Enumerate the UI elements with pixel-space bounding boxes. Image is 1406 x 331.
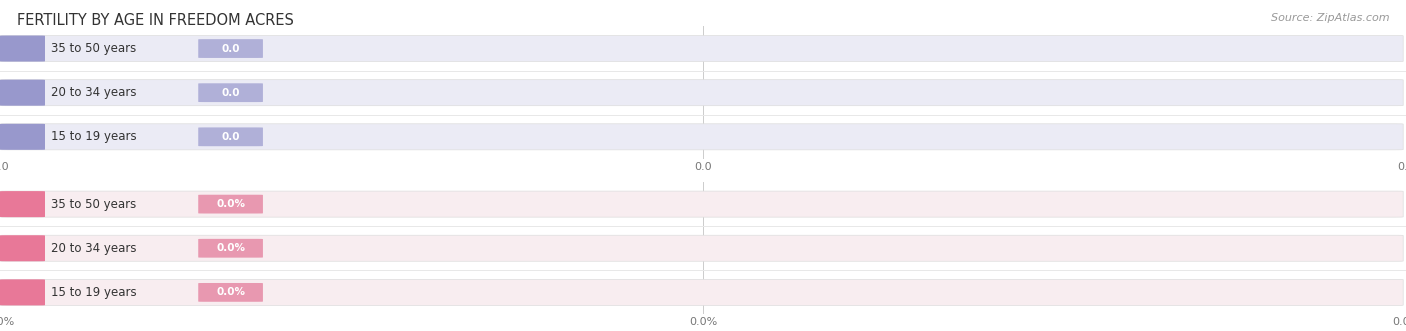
FancyBboxPatch shape <box>0 35 45 62</box>
Text: 35 to 50 years: 35 to 50 years <box>51 198 136 211</box>
FancyBboxPatch shape <box>0 235 45 261</box>
FancyBboxPatch shape <box>0 35 1403 62</box>
Text: FERTILITY BY AGE IN FREEDOM ACRES: FERTILITY BY AGE IN FREEDOM ACRES <box>17 13 294 28</box>
Text: 35 to 50 years: 35 to 50 years <box>51 42 136 55</box>
Text: 0.0: 0.0 <box>221 88 240 98</box>
Text: 15 to 19 years: 15 to 19 years <box>51 130 136 143</box>
Text: 20 to 34 years: 20 to 34 years <box>51 242 136 255</box>
Text: 15 to 19 years: 15 to 19 years <box>51 286 136 299</box>
FancyBboxPatch shape <box>198 39 263 58</box>
FancyBboxPatch shape <box>0 124 1403 150</box>
FancyBboxPatch shape <box>0 80 45 106</box>
FancyBboxPatch shape <box>0 279 1403 306</box>
FancyBboxPatch shape <box>0 124 45 150</box>
FancyBboxPatch shape <box>0 191 45 217</box>
Text: 0.0%: 0.0% <box>217 243 245 253</box>
Text: 0.0%: 0.0% <box>217 199 245 209</box>
Text: Source: ZipAtlas.com: Source: ZipAtlas.com <box>1271 13 1389 23</box>
Text: 0.0: 0.0 <box>221 132 240 142</box>
Text: 0.0%: 0.0% <box>217 287 245 297</box>
FancyBboxPatch shape <box>198 239 263 258</box>
FancyBboxPatch shape <box>198 127 263 146</box>
FancyBboxPatch shape <box>0 191 1403 217</box>
FancyBboxPatch shape <box>198 283 263 302</box>
FancyBboxPatch shape <box>198 195 263 213</box>
FancyBboxPatch shape <box>0 279 45 306</box>
Text: 20 to 34 years: 20 to 34 years <box>51 86 136 99</box>
FancyBboxPatch shape <box>0 235 1403 261</box>
FancyBboxPatch shape <box>0 80 1403 106</box>
FancyBboxPatch shape <box>198 83 263 102</box>
Text: 0.0: 0.0 <box>221 44 240 54</box>
